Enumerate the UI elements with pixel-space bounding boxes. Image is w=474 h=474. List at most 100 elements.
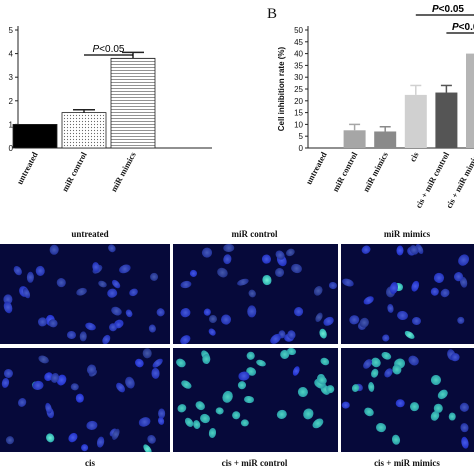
- micrograph-cis-mir-control: [173, 348, 338, 452]
- micrograph-grid: untreated miR control miR mimics cis cis…: [0, 222, 474, 474]
- y-tick-label: 40: [294, 50, 303, 59]
- panel-label-b: B: [267, 6, 277, 22]
- cell-nucleus: [291, 365, 301, 378]
- cell-nucleus: [214, 406, 225, 415]
- cell-nucleus: [151, 367, 161, 379]
- x-tick-label-mir-control: miR control: [330, 150, 360, 194]
- cell-nucleus: [200, 245, 214, 260]
- cell-nucleus: [262, 273, 273, 286]
- y-tick-label: 2: [9, 97, 14, 106]
- y-tick-label: 20: [294, 97, 303, 106]
- cell-nucleus: [395, 399, 406, 408]
- x-tick-label-cis: cis: [407, 150, 421, 164]
- cell-nucleus: [221, 389, 235, 404]
- y-tick-label: 1: [9, 120, 14, 129]
- micrograph-mir-control: [173, 244, 338, 344]
- cell-nucleus: [1, 377, 11, 389]
- y-tick-label: 0: [9, 144, 14, 153]
- cell-nucleus: [178, 280, 192, 290]
- cell-nucleus: [179, 379, 193, 391]
- cell-nucleus: [322, 314, 336, 328]
- bar-mir-mimics: [374, 131, 397, 148]
- bar-cis-mir-control: [435, 92, 458, 148]
- y-tick-label: 10: [294, 120, 303, 129]
- cell-nucleus: [391, 434, 402, 446]
- cell-nucleus: [67, 431, 80, 445]
- cell-nucleus: [396, 310, 409, 322]
- cell-nucleus: [391, 364, 403, 376]
- label-untreated: untreated: [71, 229, 109, 239]
- micrograph-cis: [0, 348, 170, 452]
- cell-nucleus: [193, 400, 207, 413]
- cell-nucleus: [435, 387, 450, 402]
- cell-nucleus: [255, 358, 267, 368]
- cell-nucleus: [362, 294, 376, 307]
- y-axis-label: Cell inhibition rate (%): [277, 46, 286, 131]
- cell-nucleus: [137, 415, 152, 429]
- cell-nucleus: [369, 367, 380, 379]
- bar-mir-control: [61, 112, 107, 149]
- cell-nucleus: [456, 316, 465, 325]
- cell-nucleus: [44, 432, 56, 445]
- label-mir-control: miR control: [231, 229, 278, 239]
- cell-nucleus: [289, 263, 303, 276]
- cell-nucleus: [215, 265, 230, 279]
- cell-nucleus: [155, 306, 167, 318]
- y-tick-label: 50: [294, 26, 303, 35]
- cell-nucleus: [79, 330, 87, 342]
- y-tick-label: 25: [294, 85, 303, 94]
- x-tick-label-mir-mimics: miR mimics: [108, 150, 138, 194]
- x-tick-label-untreated: untreated: [303, 150, 329, 186]
- cell-nucleus: [447, 412, 456, 421]
- cell-nucleus: [235, 277, 250, 288]
- x-tick-label-mir-mimics: miR mimics: [361, 150, 391, 194]
- cell-nucleus: [247, 304, 257, 317]
- label-cis: cis: [85, 458, 95, 468]
- cell-nucleus: [459, 436, 470, 450]
- cell-nucleus: [246, 288, 258, 299]
- bar-mir-control: [343, 130, 366, 148]
- cell-nucleus: [133, 357, 146, 369]
- cell-nucleus: [12, 264, 24, 277]
- cell-nucleus: [100, 333, 112, 344]
- cell-nucleus: [207, 327, 218, 338]
- cell-nucleus: [208, 427, 218, 439]
- cell-nucleus: [2, 300, 14, 314]
- cell-nucleus: [236, 379, 248, 391]
- cell-nucleus: [222, 253, 233, 265]
- y-tick-label: 3: [9, 73, 14, 82]
- cell-nucleus: [36, 354, 51, 366]
- significance-label: P<0.05: [93, 44, 125, 55]
- cell-nucleus: [317, 328, 328, 340]
- cell-nucleus: [459, 422, 469, 434]
- cell-nucleus: [198, 412, 211, 425]
- cell-nucleus: [55, 276, 68, 289]
- cell-nucleus: [180, 306, 192, 319]
- cell-nucleus: [362, 406, 376, 419]
- cell-nucleus: [318, 356, 331, 368]
- bar-mir-mimics: [110, 57, 156, 149]
- cell-nucleus: [261, 253, 272, 265]
- cell-nucleus: [381, 334, 391, 343]
- cell-nucleus: [109, 304, 123, 317]
- cell-nucleus: [367, 381, 375, 393]
- cell-nucleus: [175, 402, 188, 415]
- cell-nucleus: [312, 284, 325, 298]
- x-tick-label-mir-control: miR control: [59, 150, 89, 194]
- cell-nucleus: [31, 380, 44, 391]
- micrograph-untreated: [0, 244, 170, 344]
- y-tick-label: 4: [9, 50, 14, 59]
- cell-nucleus: [406, 353, 422, 368]
- charts-svg: 012345in A549/cis cellsuntreatedmiR cont…: [9, 4, 474, 210]
- cell-nucleus: [433, 271, 447, 284]
- cell-nucleus: [156, 416, 166, 427]
- cell-nucleus: [48, 318, 59, 328]
- cell-nucleus: [148, 323, 158, 334]
- cell-nucleus: [243, 395, 255, 405]
- cell-nucleus: [429, 286, 441, 298]
- cell-nucleus: [97, 279, 108, 289]
- cell-nucleus: [219, 312, 233, 327]
- label-cis-mir-control: cis + miR control: [221, 458, 288, 468]
- cell-nucleus: [273, 266, 285, 279]
- cell-nucleus: [458, 401, 471, 414]
